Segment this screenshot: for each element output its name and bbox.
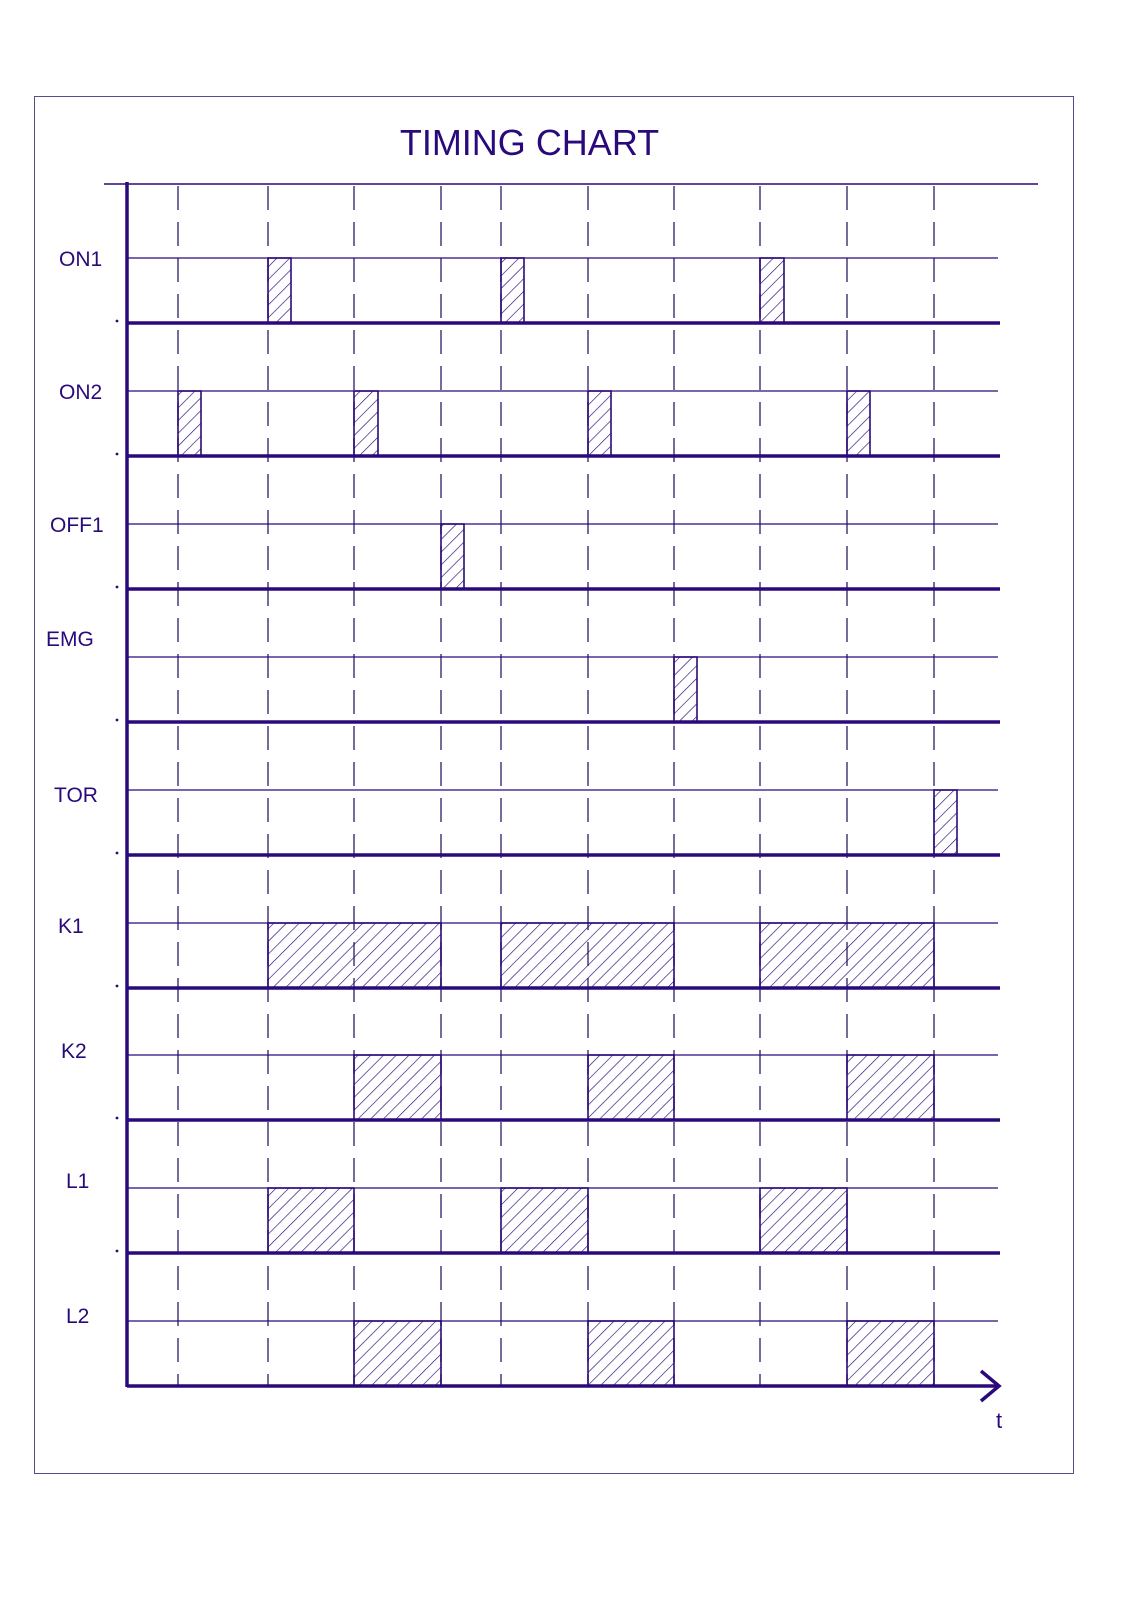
x-axis-label: t: [996, 1408, 1003, 1433]
pulse: [500, 257, 525, 324]
pulse: [587, 1054, 675, 1121]
signal-row-on2: [115, 390, 1000, 458]
signal-row-k1: [115, 922, 1000, 990]
pulse: [267, 922, 442, 989]
pulse: [177, 390, 202, 457]
signal-label-off1: OFF1: [50, 514, 104, 537]
pulse: [846, 1320, 935, 1387]
pulse: [353, 1054, 442, 1121]
signal-label-on1: ON1: [59, 248, 103, 271]
pulse: [846, 390, 871, 457]
pulse: [759, 257, 785, 324]
pulse: [673, 656, 698, 723]
pulse: [933, 789, 958, 856]
chart-title-text: TIMING CHART: [399, 122, 660, 163]
pulse: [500, 922, 675, 989]
pulse: [353, 390, 379, 457]
signal-label-l2: L2: [66, 1305, 90, 1328]
pulse: [267, 1187, 355, 1254]
pulse: [267, 257, 292, 324]
signal-label-l1: L1: [66, 1170, 90, 1193]
signal-rows: [115, 257, 1000, 1387]
pulse: [759, 922, 935, 989]
pulse: [846, 1054, 935, 1121]
signal-row-on1: [115, 257, 1000, 325]
signal-label-on2: ON2: [59, 381, 103, 404]
signal-row-l1: [115, 1187, 1000, 1255]
signal-row-tor: [115, 789, 1000, 857]
time-gridlines: [177, 186, 935, 1386]
signal-row-l2: [127, 1320, 998, 1387]
pulse: [587, 1320, 675, 1387]
pulse: [500, 1187, 589, 1254]
x-axis-arrow-icon: [979, 1369, 1002, 1403]
chart-title: TIMING CHART: [0, 122, 1131, 164]
signal-row-k2: [115, 1054, 1000, 1122]
pulse: [440, 523, 465, 590]
signal-label-k2: K2: [61, 1040, 87, 1063]
signal-row-emg: [115, 656, 1000, 724]
signal-label-emg: EMG: [46, 628, 94, 651]
pulse: [587, 390, 612, 457]
pulse: [353, 1320, 442, 1387]
signal-row-off1: [115, 523, 1000, 591]
signal-label-tor: TOR: [54, 784, 98, 807]
signal-label-k1: K1: [58, 915, 84, 938]
pulse: [759, 1187, 848, 1254]
diagram-frame: [34, 96, 1074, 1474]
